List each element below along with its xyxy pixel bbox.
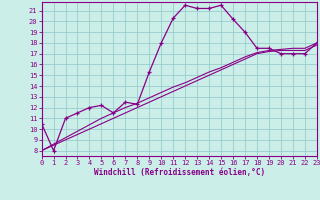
X-axis label: Windchill (Refroidissement éolien,°C): Windchill (Refroidissement éolien,°C) — [94, 168, 265, 177]
